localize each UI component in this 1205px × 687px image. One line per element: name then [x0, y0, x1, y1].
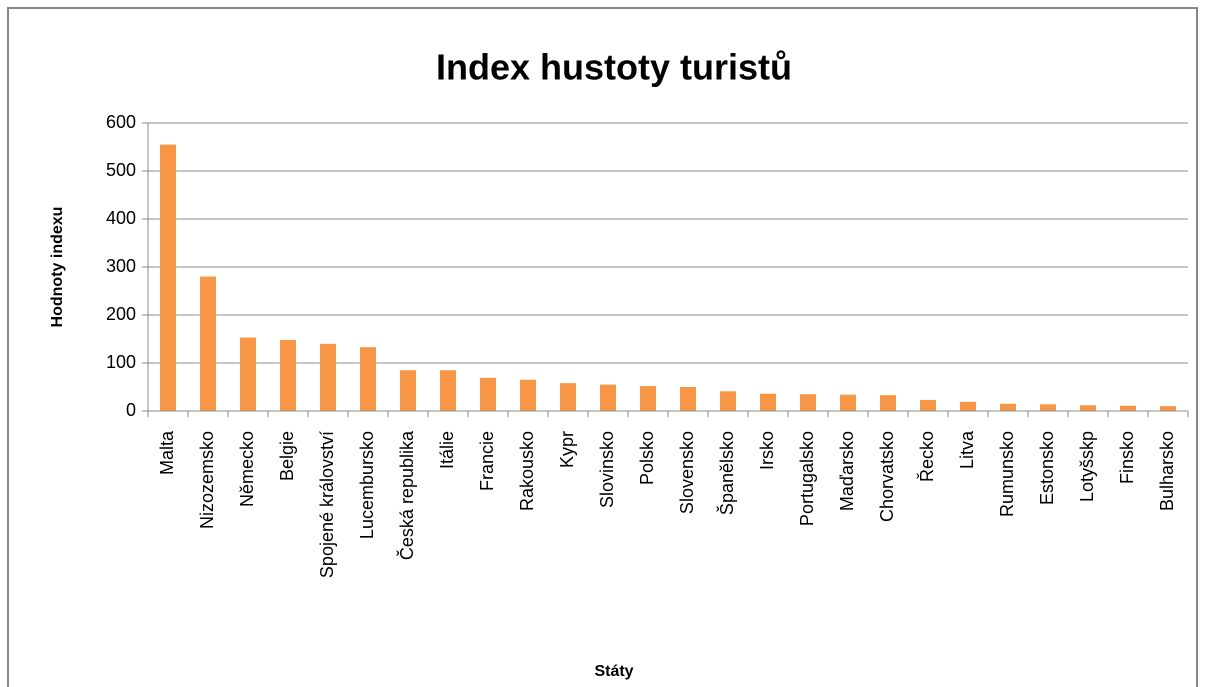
y-tick-label: 600 [106, 112, 136, 132]
x-tick-label: Rakousko [517, 431, 537, 511]
x-tick-label: Portugalsko [797, 431, 817, 526]
x-tick-label: Spojené království [317, 431, 337, 578]
x-tick-label: Belgie [277, 431, 297, 481]
x-tick-label: Kypr [557, 431, 577, 468]
bar [880, 395, 896, 411]
y-axis-label: Hodnoty indexu [49, 207, 66, 328]
x-tick-label: Polsko [637, 431, 657, 485]
x-tick-label: Lucembursko [357, 431, 377, 539]
x-tick-label: Slovensko [677, 431, 697, 514]
y-tick-label: 500 [106, 160, 136, 180]
bar [1160, 406, 1176, 411]
y-tick-label: 200 [106, 304, 136, 324]
x-axis-label: Státy [594, 663, 633, 680]
bar [1080, 405, 1096, 411]
x-tick-label: Lotyšskp [1077, 431, 1097, 502]
bar [200, 276, 216, 411]
x-tick-label: Chorvatsko [877, 431, 897, 522]
chart-border [7, 7, 1198, 687]
bar [920, 399, 936, 411]
bar [800, 394, 816, 411]
bar [160, 144, 176, 411]
x-tick-label: Irsko [757, 431, 777, 470]
bar [560, 383, 576, 411]
y-tick-label: 0 [126, 400, 136, 420]
bar [520, 379, 536, 411]
x-tick-label: Itálie [437, 431, 457, 469]
bar [480, 377, 496, 411]
bar [840, 394, 856, 411]
x-tick-label: Řecko [917, 431, 937, 482]
bar [720, 391, 736, 411]
y-tick-label: 400 [106, 208, 136, 228]
bar [760, 393, 776, 411]
bar [640, 386, 656, 411]
x-tick-label: Bulharsko [1157, 431, 1177, 511]
x-tick-label: Francie [477, 431, 497, 491]
bar [360, 347, 376, 411]
x-tick-label: Česká republika [396, 430, 417, 560]
bar [1120, 405, 1136, 411]
bar [320, 343, 336, 411]
bar [1040, 404, 1056, 411]
x-tick-label: Rumunsko [997, 431, 1017, 517]
bar [400, 370, 416, 411]
x-tick-label: Slovinsko [597, 431, 617, 508]
bar [240, 337, 256, 411]
y-tick-label: 300 [106, 256, 136, 276]
y-tick-label: 100 [106, 352, 136, 372]
x-tick-label: Estonsko [1037, 431, 1057, 505]
x-tick-label: Malta [157, 430, 177, 475]
bar [440, 370, 456, 411]
chart-title: Index hustoty turistů [436, 47, 792, 88]
x-tick-label: Litva [957, 430, 977, 469]
x-tick-label: Finsko [1117, 431, 1137, 484]
bar [960, 401, 976, 411]
bar [1000, 403, 1016, 411]
bar [680, 387, 696, 411]
x-tick-label: Španělsko [716, 431, 737, 515]
bar [600, 384, 616, 411]
x-tick-label: Německo [237, 431, 257, 507]
x-tick-label: Maďarsko [837, 431, 857, 511]
x-tick-label: Nizozemsko [197, 431, 217, 529]
bar [280, 339, 296, 411]
